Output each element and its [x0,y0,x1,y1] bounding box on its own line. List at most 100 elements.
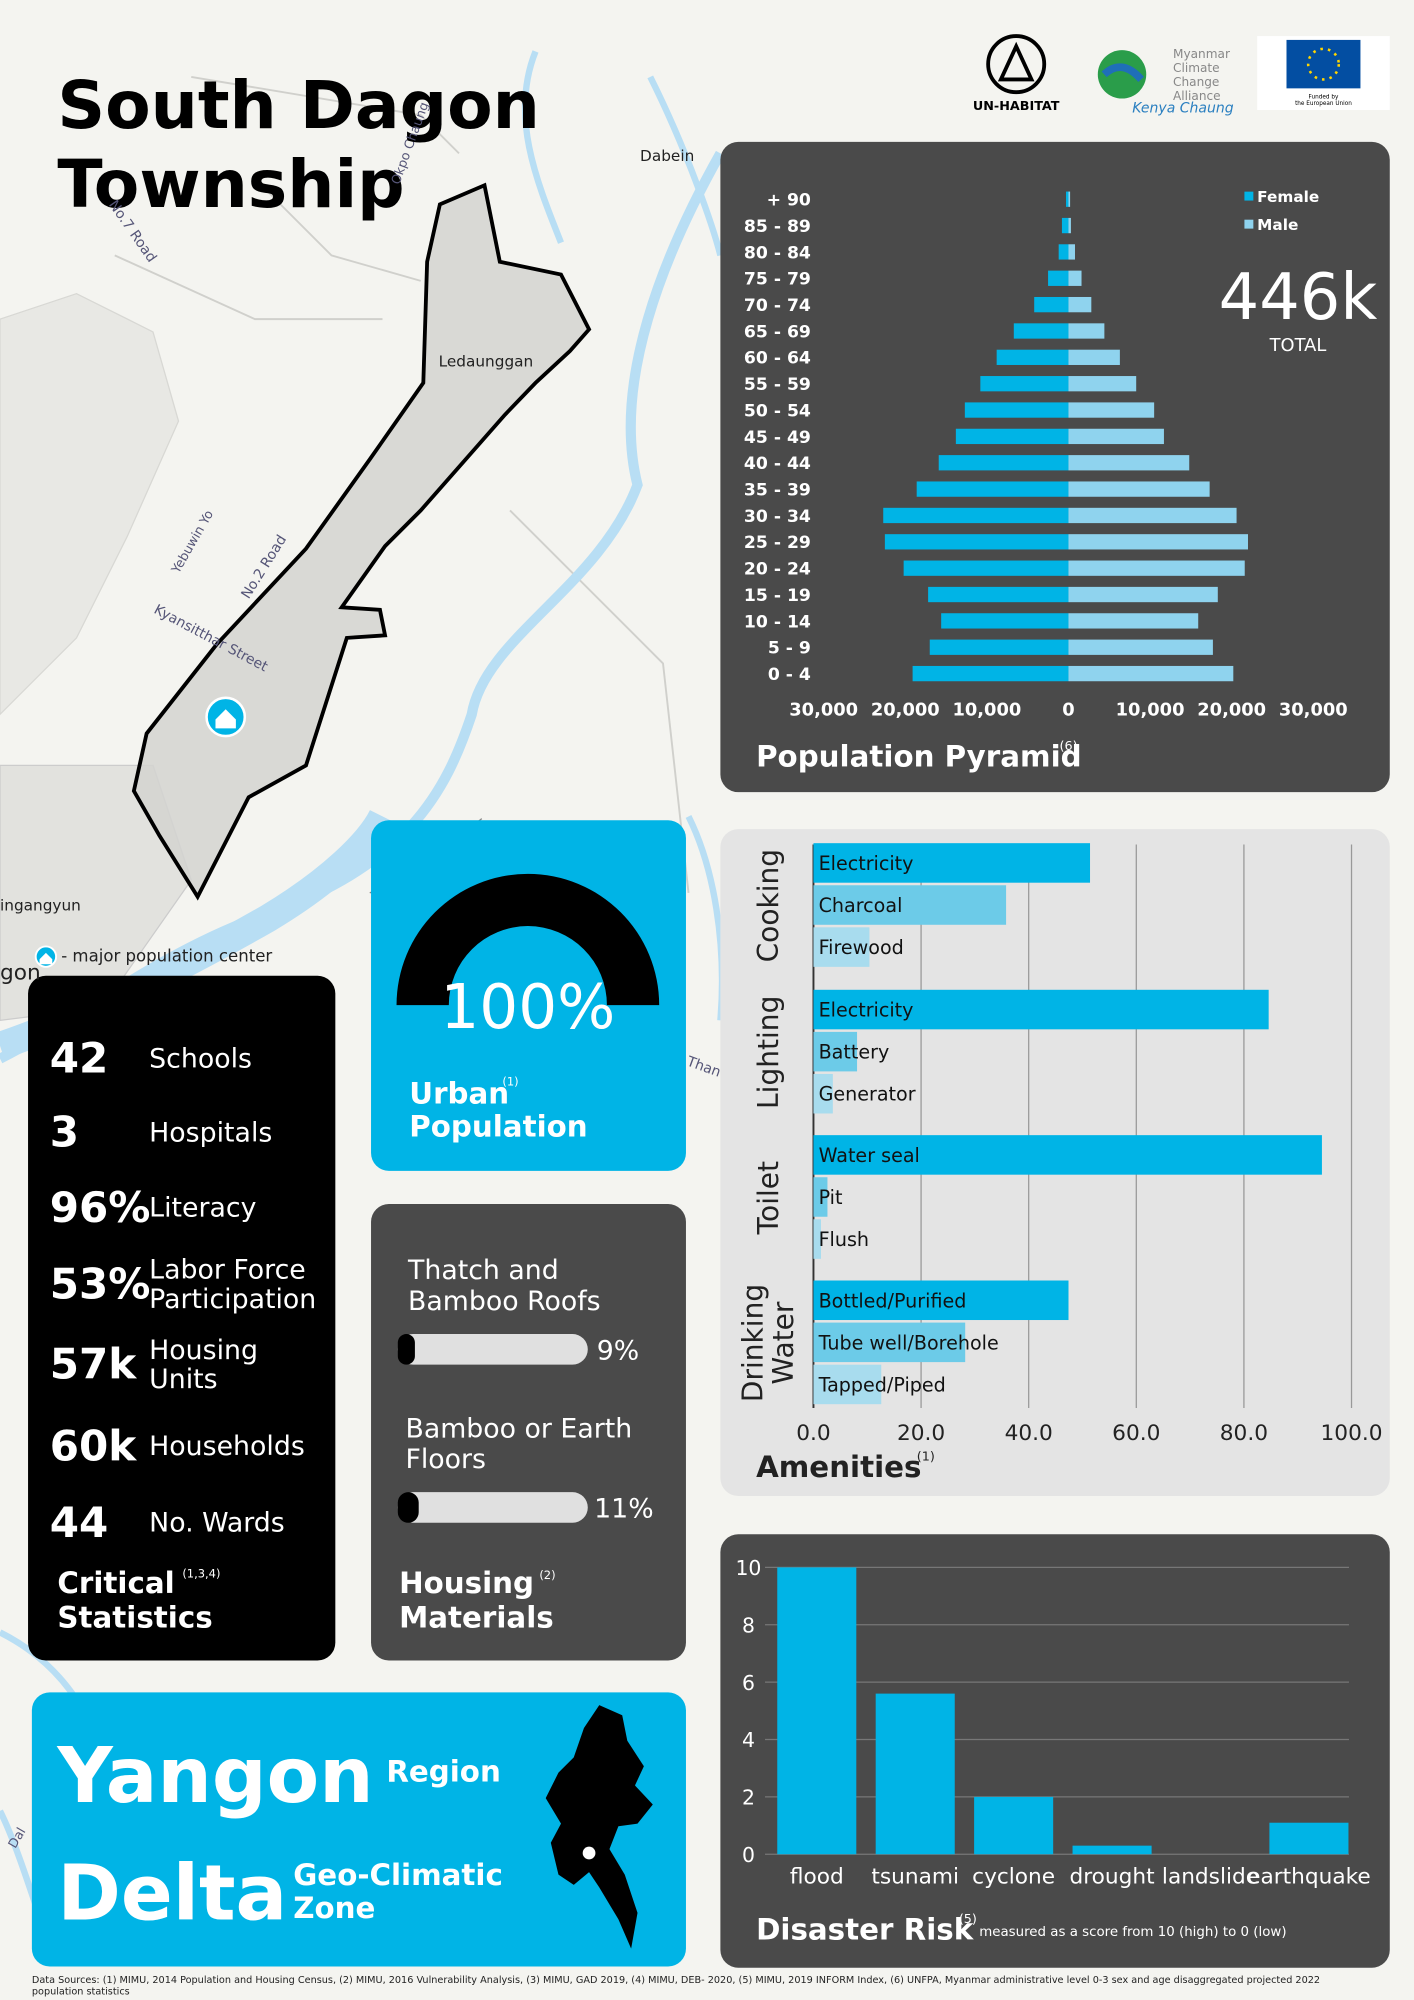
bar [1068,402,1155,418]
stat-value: 57k [50,1340,138,1389]
title: Township [57,145,404,223]
chart-title: Disaster Risk [756,1913,975,1947]
bar-label: Generator [819,1083,916,1106]
bar-label: Battery [819,1041,890,1064]
panel-title: Population [409,1109,587,1143]
bar [884,534,1069,550]
bar-label: Water seal [819,1144,920,1167]
y-tick-label: 10 - 14 [744,612,811,632]
stat-value: 60k [50,1421,138,1470]
bar [1269,1822,1349,1855]
panel-title: Critical [57,1566,174,1600]
item-value: 11% [594,1494,654,1525]
map-label: Dabein [640,147,694,165]
zone-label: Geo-Climatic [293,1858,503,1892]
house-icon [215,709,236,729]
item-label: Thatch and [407,1255,559,1286]
bar [1066,191,1069,207]
map-label: Than [684,1053,723,1080]
eu-flag [1286,39,1361,89]
bar [1068,296,1092,313]
x-tick-label: 20,000 [1197,700,1266,721]
x-tick-label: drought [1070,1865,1155,1890]
bar [813,1219,821,1259]
bar [1013,323,1069,339]
data-sources: population statistics [32,1987,130,1998]
bar [996,349,1069,365]
stat-label: Participation [149,1284,316,1315]
bar [813,1073,833,1114]
logo-text: Myanmar [1173,47,1230,61]
y-tick-label: 85 - 89 [744,217,811,237]
stat-label: Households [149,1431,305,1462]
logo-text: Funded by [1309,95,1339,101]
eu-stars [1306,47,1341,81]
x-tick-label: flood [790,1865,844,1890]
bar-label: Pit [819,1186,843,1209]
bar [1068,665,1234,682]
item-label: Bamboo or Earth [405,1413,632,1444]
map-road [114,75,690,894]
group-label: Cooking [752,849,785,963]
y-tick-label: 5 - 9 [768,639,811,659]
footnote-ref: (2) [539,1568,555,1582]
bar-label: Charcoal [819,894,903,917]
bar [1068,244,1075,260]
bar [1048,270,1069,286]
unhabitat-emblem [986,34,1047,95]
map-label: Ledaunggan [439,352,534,370]
stat-label: Schools [149,1044,252,1075]
bar [912,665,1069,682]
x-tick-label: tsunami [871,1865,959,1890]
y-tick-label: 10 [735,1556,761,1580]
stats-panel [28,975,336,1661]
logo-text: Alliance [1173,89,1221,103]
bar [1068,270,1082,286]
footnote-ref: (6) [1060,739,1078,754]
bar [1068,376,1137,392]
title: South Dagon [57,66,539,144]
bar [1068,613,1199,629]
stat-label: Labor Force [149,1255,306,1286]
footnote-ref: (1,3,4) [182,1567,220,1581]
bar [1068,455,1190,471]
map-label: gon [0,961,41,986]
zone-label: Zone [293,1891,375,1925]
stat-label: No. Wards [149,1508,285,1539]
bar [883,507,1069,524]
y-tick-label: 35 - 39 [744,480,811,500]
x-tick-label: 10,000 [952,700,1021,721]
bar [928,586,1069,603]
bar [1068,586,1218,603]
map-area [0,292,180,716]
y-tick-label: 6 [742,1671,755,1695]
bar [813,1364,882,1405]
progress-track [397,1334,588,1365]
y-tick-label: 45 - 49 [744,428,811,448]
x-tick-label: landslide [1162,1865,1259,1890]
y-tick-label: 60 - 64 [744,349,811,369]
y-tick-label: 80 - 84 [744,243,811,263]
panel-title: Housing [399,1566,534,1600]
stat-value: 53% [50,1259,151,1308]
x-tick-label: 0.0 [796,1421,830,1446]
y-tick-label: 25 - 29 [744,533,811,553]
x-tick-label: 60.0 [1112,1421,1160,1446]
logo-text: Kenya Chaung [1132,101,1234,117]
x-tick-label: 40.0 [1005,1421,1053,1446]
x-tick-label: cyclone [972,1865,1055,1890]
total-label: TOTAL [1269,335,1327,356]
logo-text: UN-HABITAT [973,99,1060,114]
chart-title: Amenities [756,1450,921,1484]
chart-title: Population Pyramid [756,740,1082,774]
mcca-emblem [1097,50,1147,99]
panel-title: Statistics [57,1600,212,1634]
progress-track [397,1492,588,1523]
map-label: Yebuwin Yo [168,508,217,577]
township-boundary [131,182,592,901]
x-tick-label: earthquake [1247,1865,1371,1890]
bar [1068,639,1213,655]
legend-swatch [1244,219,1254,229]
bar [929,639,1069,655]
